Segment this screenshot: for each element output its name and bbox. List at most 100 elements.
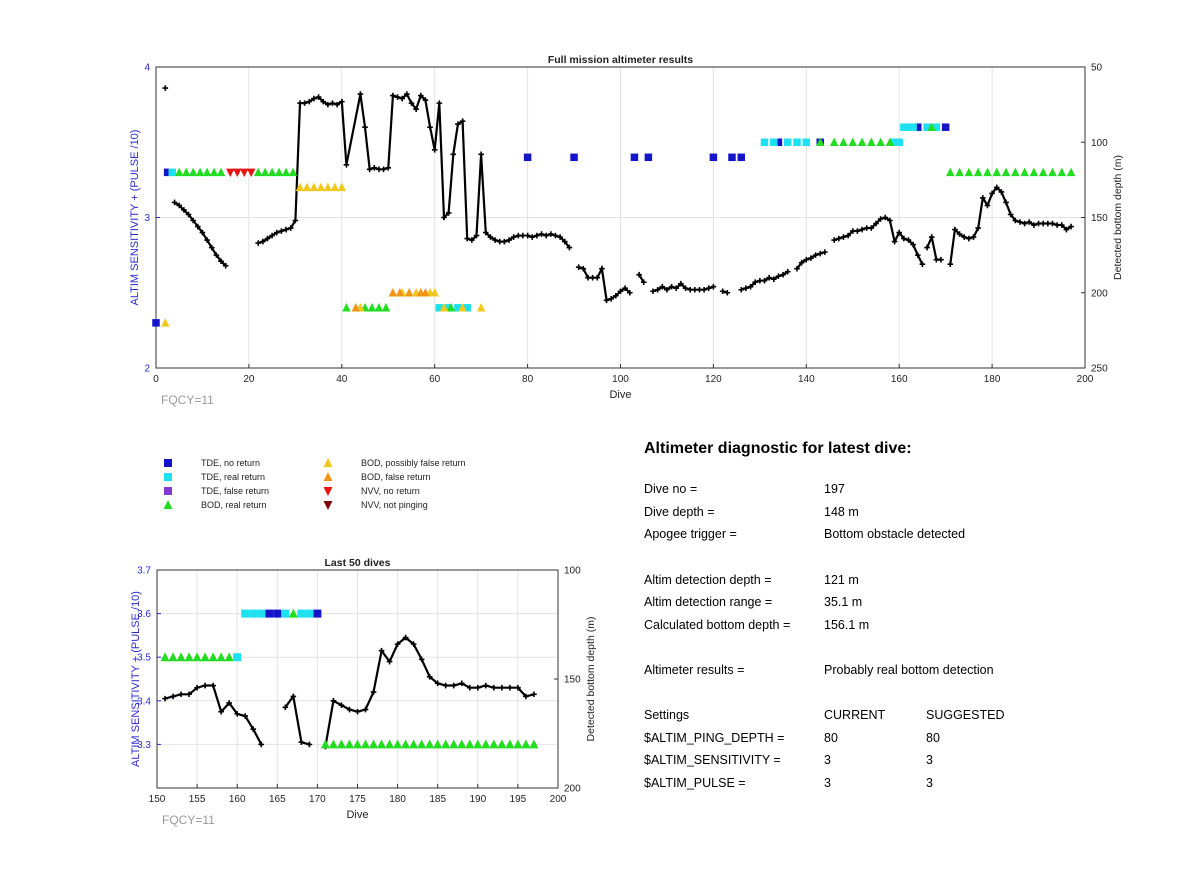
chart-1-tde-no-return-marker [523, 153, 532, 162]
chart-1-bod-real-return-marker [216, 167, 226, 177]
chart-1-frame [155, 66, 1086, 369]
chart-1-bottom-depth-point [1007, 211, 1014, 218]
chart-1-bottom-depth-point [705, 285, 712, 292]
chart-1-xtick-label: 0 [153, 374, 159, 385]
chart-2-bod-real-return-marker [224, 652, 234, 662]
chart-1-bod-real-return-marker [1048, 167, 1057, 177]
chart-1-bottom-depth-point [557, 234, 563, 240]
chart-1-bottom-depth-point [171, 199, 178, 206]
chart-2-bod-real-return-marker [449, 739, 459, 749]
legend-marker-1 [164, 473, 172, 481]
chart-1-tde-real-return-marker [760, 138, 769, 146]
chart-1-bottom-depth-point [1012, 217, 1019, 224]
chart-1-bottom-depth-point [292, 217, 299, 224]
chart-1-bottom-depth-point [260, 238, 266, 245]
chart-1-bottom-depth-point [181, 207, 187, 213]
sensitivity-row: $ALTIM_SENSITIVITY = 3 3 [644, 749, 1164, 772]
chart-1-bottom-depth-point [538, 231, 545, 237]
chart-1-bottom-depth-point [339, 98, 345, 105]
chart-1-bottom-depth-point [659, 283, 666, 290]
chart-2-bottom-depth-point [426, 674, 433, 680]
chart-2-fqcy-label: FQCY=11 [162, 813, 215, 827]
chart-1-bod-real-return-marker [1057, 167, 1067, 177]
chart-1-bod-real-return-marker [1066, 167, 1076, 177]
legend-marker-2 [164, 487, 172, 495]
chart-2-xtick-label: 160 [229, 794, 246, 805]
chart-1-bottom-depth-point [185, 211, 192, 218]
chart-2-bod-real-return-marker [465, 739, 475, 749]
chart-1-bod-false-return-marker [395, 288, 405, 297]
chart-2-bottom-depth-point [210, 682, 216, 689]
chart-2-bod-real-return-marker [457, 739, 467, 749]
chart-1-bottom-depth-point [190, 217, 196, 224]
chart-1-bottom-depth-point [719, 288, 726, 295]
chart-2-bottom-depth-point [226, 700, 232, 706]
chart-1-bottom-depth-point [752, 279, 759, 286]
chart-2-tde-real-return-marker [297, 609, 306, 618]
chart-1-bottom-depth-point [808, 255, 814, 261]
chart-1-bod-real-return-marker [857, 137, 867, 146]
chart-1-bod-real-return-marker [946, 167, 955, 177]
chart-1-bottom-depth-point [794, 265, 800, 272]
chart-1-bottom-depth-point [575, 264, 582, 270]
chart-1-bottom-depth-point [812, 252, 819, 258]
chart-1-bottom-depth-point [394, 94, 401, 100]
chart-1-bottom-depth-point [199, 229, 206, 236]
chart-1-bod-possibly-false-return-marker [302, 182, 312, 192]
chart-1-bottom-depth-point [325, 101, 331, 108]
chart-1-bottom-depth-point [385, 165, 392, 171]
chart-1-bod-real-return-marker [955, 167, 964, 177]
chart-1-bod-real-return-marker [1011, 167, 1020, 177]
legend-label-0: TDE, no return [201, 458, 260, 468]
chart-1-bod-real-return-marker [1038, 167, 1048, 177]
chart-1-bottom-depth-point [938, 256, 944, 263]
chart-1-bottom-depth-point [984, 202, 991, 209]
chart-1-tde-real-return-marker [168, 168, 177, 177]
chart-1-bottom-depth-point [924, 244, 930, 251]
chart-1-bottom-depth-point [1063, 226, 1070, 233]
chart-2-bottom-depth-point [515, 684, 521, 691]
chart-1-bod-real-return-marker [848, 137, 857, 146]
chart-1-bottom-depth-point [673, 285, 680, 292]
chart-1-bod-real-return-marker [1029, 167, 1039, 177]
chart-2-ytick-label: 3.3 [137, 740, 151, 751]
chart-2-bottom-depth-point [418, 656, 425, 663]
chart-1-bottom-depth-point [603, 297, 610, 304]
chart-1-bottom-depth-point [1026, 219, 1033, 225]
chart-1-tde-real-return-marker [454, 304, 462, 312]
chart-2-bottom-depth-point [475, 684, 481, 691]
chart-1-bottom-depth-point [784, 268, 791, 275]
chart-1-bottom-depth-point [617, 288, 624, 295]
chart-1-bottom-depth-point [222, 262, 229, 269]
chart-2-xlabel: Dive [346, 809, 368, 821]
chart-1-tde-real-return-marker [895, 138, 903, 146]
calc-depth-row: Calculated bottom depth = 156.1 m [644, 614, 1164, 637]
chart-1-tde-no-return-marker [728, 153, 736, 162]
chart-1-bottom-depth-point [836, 235, 842, 242]
chart-2-title: Last 50 dives [325, 557, 391, 569]
chart-2-bottom-depth-point [258, 741, 265, 748]
chart-1-bottom-depth-point [1003, 199, 1009, 206]
sensitivity-current: 3 [824, 753, 831, 768]
chart-1-tde-no-return-marker [914, 123, 922, 131]
chart-1-ylabel: ALTIM SENSITIVITY + (PULSE /10) [129, 130, 141, 306]
chart-1-bottom-depth-point [436, 100, 443, 106]
chart-1-bottom-depth-point [980, 195, 986, 201]
chart-1-bod-real-return-marker [181, 167, 191, 177]
chart-1-tde-no-return-marker [163, 168, 172, 177]
chart-1-bod-real-return-marker [876, 137, 885, 146]
ping-depth-row: $ALTIM_PING_DEPTH = 80 80 [644, 727, 1164, 750]
chart-1-xtick-label: 140 [798, 374, 815, 385]
chart-1-bottom-depth-point [264, 235, 271, 242]
chart-1-bottom-depth-point [441, 214, 447, 221]
chart-2-xtick-label: 185 [429, 794, 446, 805]
chart-1-bottom-depth-point [561, 238, 568, 245]
chart-2-tde-real-return-marker [233, 653, 242, 662]
dive-depth-row: Dive depth = 148 m [644, 501, 1164, 524]
chart-1-bottom-depth-point [822, 249, 828, 255]
chart-2-bottom-depth-point [298, 739, 305, 746]
chart-1-xtick-label: 80 [522, 374, 534, 385]
chart-1-bod-real-return-marker [253, 167, 263, 177]
chart-1-bod-real-return-marker [815, 137, 825, 146]
chart-1-bottom-depth-point [910, 241, 916, 248]
